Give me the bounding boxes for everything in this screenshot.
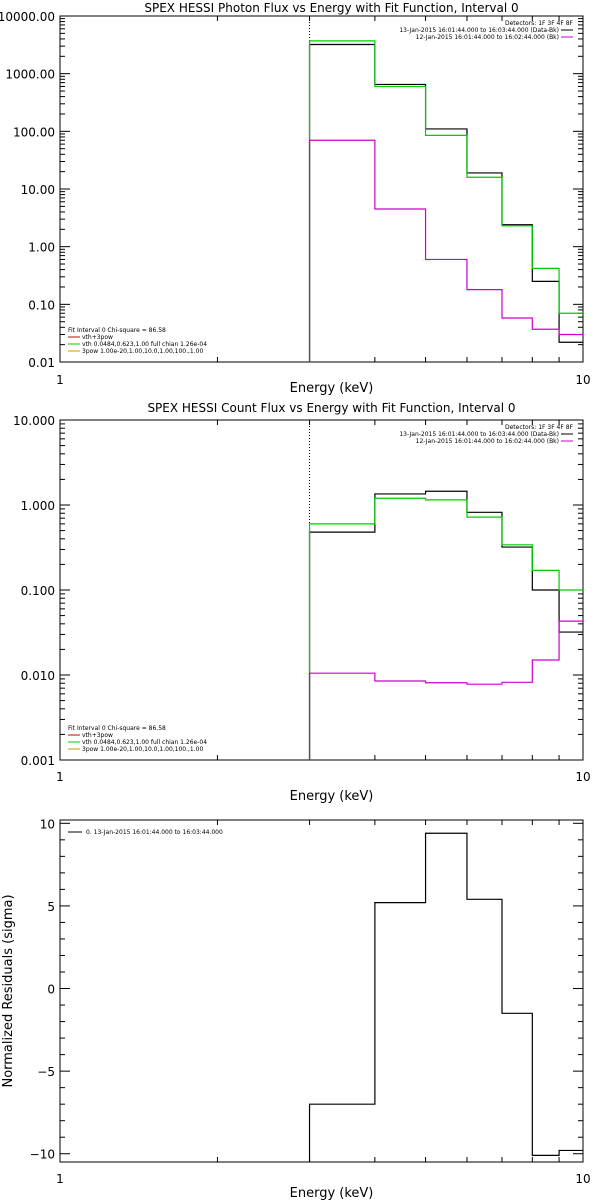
legend-entry: 3pow 1.00e-20,1.00,10.0,1.00,100.,1.00 bbox=[82, 746, 203, 753]
legend-entry: vth+3pow bbox=[82, 732, 113, 739]
legend-entry: 0. 13-Jan-2015 16:01:44.000 to 16:03:44.… bbox=[86, 829, 223, 836]
plot-frame bbox=[59, 15, 584, 363]
legend-fit-header: Fit Interval 0 Chi-square = 86.58 bbox=[68, 327, 166, 334]
y-tick-label: 10 bbox=[40, 817, 55, 831]
legend-entry: 13-Jan-2015 16:01:44.000 to 16:03:44.000… bbox=[399, 27, 559, 34]
plot-2: SPEX HESSI Count Flux vs Energy with Fit… bbox=[13, 401, 591, 804]
legend-entry: 13-Jan-2015 16:01:44.000 to 16:03:44.000… bbox=[399, 431, 559, 438]
plot-1: SPEX HESSI Photon Flux vs Energy with Fi… bbox=[0, 1, 591, 396]
x-axis-label: Energy (keV) bbox=[290, 1186, 374, 1200]
chart-title: SPEX HESSI Count Flux vs Energy with Fit… bbox=[147, 401, 515, 415]
series-2-line bbox=[308, 620, 583, 760]
y-tick-label: −10 bbox=[30, 1148, 55, 1162]
y-tick-label: 1.00 bbox=[28, 241, 55, 255]
y-tick-label: 1.000 bbox=[21, 499, 55, 513]
plot-frame bbox=[59, 419, 584, 761]
legend-header: Detectors: 1F 3F 4F 8F bbox=[505, 20, 574, 27]
y-tick-label: −5 bbox=[37, 1065, 55, 1079]
legend-header: Detectors: 1F 3F 4F 8F bbox=[505, 424, 574, 431]
y-tick-label: 5 bbox=[47, 900, 55, 914]
x-tick-label: 1 bbox=[56, 373, 64, 387]
series-2-line bbox=[308, 139, 583, 362]
x-tick-label: 1 bbox=[56, 770, 64, 784]
legend-fit-header: Fit Interval 0 Chi-square = 86.58 bbox=[68, 725, 166, 732]
x-tick-label: 10 bbox=[575, 373, 590, 387]
series-0-line bbox=[308, 832, 583, 1162]
x-tick-label: 10 bbox=[575, 770, 590, 784]
legend-entry: 12-Jan-2015 16:01:44.000 to 16:02:44.000… bbox=[416, 438, 559, 445]
x-axis-label: Energy (keV) bbox=[290, 789, 374, 804]
y-tick-label: 0.10 bbox=[28, 298, 55, 312]
y-tick-label: 1000.00 bbox=[5, 68, 55, 82]
y-tick-label: 10.000 bbox=[13, 414, 55, 428]
legend-entry: 3pow 1.00e-20,1.00,10.0,1.00,100.,1.00 bbox=[82, 348, 203, 355]
x-tick-label: 10 bbox=[575, 1172, 590, 1186]
plot-3: 1 10 Energy (keV) 10 5 0 −5 −10 Normalized Resid… bbox=[1, 817, 591, 1200]
y-tick-label: 10000.00 bbox=[0, 10, 55, 24]
y-tick-label: 100.00 bbox=[13, 125, 55, 139]
y-tick-label: 0 bbox=[47, 983, 55, 997]
x-tick-label: 1 bbox=[56, 1172, 64, 1186]
y-tick-label: 0.001 bbox=[21, 754, 55, 768]
y-axis-label: Normalized Residuals (sigma) bbox=[1, 894, 16, 1087]
y-tick-label: 0.010 bbox=[21, 669, 55, 683]
series-0-line bbox=[308, 490, 583, 760]
series-1-line bbox=[308, 40, 583, 362]
series-0-line bbox=[308, 43, 583, 362]
legend-entry: vth 0.0484,0.623,1.00 full chian 1.26e-0… bbox=[82, 341, 207, 348]
legend-entry: vth+3pow bbox=[82, 334, 113, 341]
chart-title: SPEX HESSI Photon Flux vs Energy with Fi… bbox=[144, 1, 518, 15]
x-axis-label: Energy (keV) bbox=[290, 381, 374, 396]
y-tick-label: 0.100 bbox=[21, 584, 55, 598]
legend-entry: vth 0.0484,0.623,1.00 full chian 1.26e-0… bbox=[82, 739, 207, 746]
y-tick-label: 0.01 bbox=[28, 356, 55, 370]
legend-entry: 12-Jan-2015 16:01:44.000 to 16:02:44.000… bbox=[416, 34, 559, 41]
series-1-line bbox=[308, 497, 583, 760]
y-tick-label: 10.00 bbox=[21, 183, 55, 197]
plot-frame bbox=[59, 819, 584, 1163]
